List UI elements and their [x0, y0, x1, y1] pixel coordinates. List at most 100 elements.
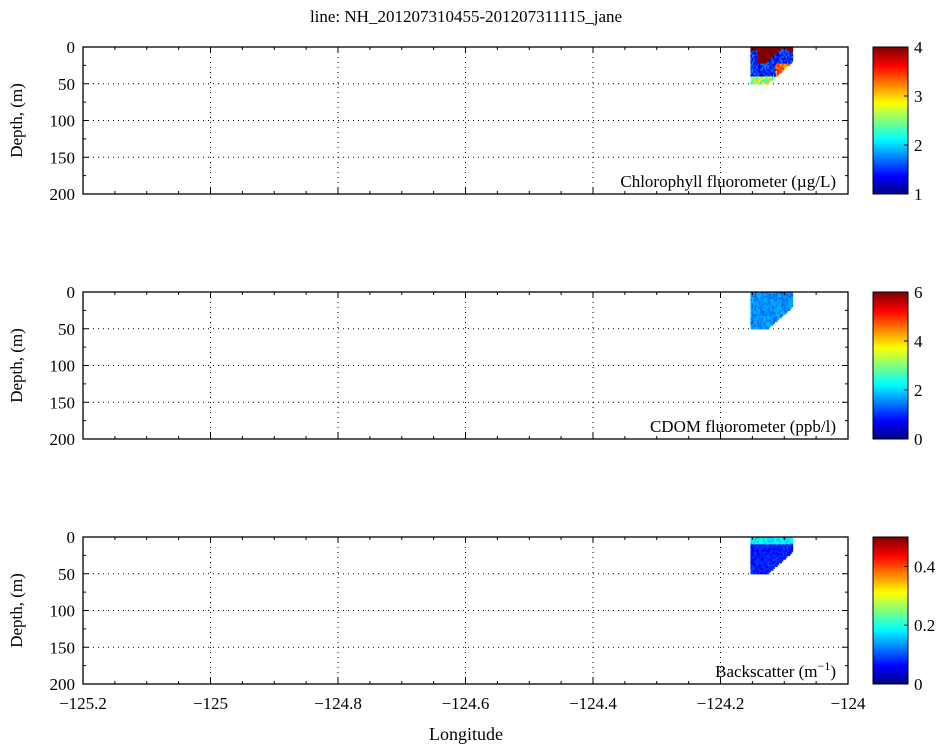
data-cell: [774, 47, 777, 50]
data-cell: [760, 315, 763, 319]
data-cell: [751, 74, 754, 77]
data-cell: [778, 69, 781, 72]
data-cell: [778, 67, 781, 70]
data-cell: [771, 315, 774, 319]
data-cell: [758, 65, 761, 68]
data-cell: [763, 321, 766, 324]
data-cell: [756, 69, 759, 72]
colorbar-segment: [873, 557, 908, 561]
colorbar-segment: [873, 129, 908, 133]
data-cell: [761, 54, 764, 57]
data-cell: [763, 80, 766, 83]
data-cell: [772, 65, 775, 68]
data-cell: [772, 540, 775, 544]
data-cell: [760, 72, 763, 76]
data-cell: [767, 551, 770, 555]
colorbar-segment: [873, 562, 908, 566]
data-cell: [757, 81, 760, 85]
data-cell: [791, 548, 794, 551]
data-cell: [764, 306, 767, 310]
data-cell: [751, 568, 754, 571]
data-cell: [778, 299, 781, 302]
colorbar-segment: [873, 631, 908, 634]
data-cell: [770, 65, 773, 68]
data-cell: [788, 47, 791, 50]
data-cell: [757, 544, 760, 547]
data-cell: [767, 295, 770, 299]
colorbar-segment: [873, 564, 908, 568]
data-cell: [786, 297, 789, 300]
data-cell: [774, 555, 777, 558]
data-cell: [765, 48, 768, 52]
data-cell: [757, 74, 760, 77]
data-cell: [772, 555, 775, 558]
data-cell: [786, 546, 789, 549]
data-cell: [764, 54, 767, 57]
data-cell: [767, 323, 770, 326]
data-cell: [751, 308, 754, 311]
data-cell: [754, 297, 757, 300]
data-cell: [785, 59, 788, 63]
colorbar-segment: [873, 134, 908, 138]
data-cell: [789, 544, 792, 547]
data-cell: [788, 50, 791, 54]
data-cell: [786, 59, 789, 63]
data-cell: [786, 301, 789, 304]
data-cell: [761, 304, 764, 308]
data-cell: [768, 551, 771, 555]
data-cell: [768, 48, 771, 52]
y-axis-label: Depth, (m): [7, 328, 26, 403]
data-cell: [765, 61, 768, 65]
data-cell: [750, 314, 753, 317]
data-cell: [770, 564, 773, 567]
data-cell: [761, 540, 764, 544]
data-cell: [760, 292, 763, 295]
data-cell: [785, 54, 788, 57]
colorbar-segment: [873, 427, 908, 431]
data-cell: [779, 548, 782, 551]
data-cell: [753, 323, 756, 326]
data-cell: [771, 47, 774, 50]
data-cell: [753, 303, 756, 306]
colorbar-segment: [873, 314, 908, 318]
data-cell: [770, 557, 773, 560]
data-cell: [764, 48, 767, 52]
data-cell: [771, 553, 774, 556]
data-cell: [789, 58, 792, 61]
data-cell: [772, 537, 775, 540]
data-cell: [753, 548, 756, 551]
data-cell: [768, 544, 771, 547]
data-cell: [777, 297, 780, 300]
data-cell: [774, 292, 777, 295]
data-cell: [764, 301, 767, 304]
data-cell: [779, 52, 782, 55]
data-cell: [768, 54, 771, 57]
data-cell: [781, 58, 784, 61]
data-cell: [754, 542, 757, 545]
data-cell: [775, 317, 778, 321]
data-cell: [754, 293, 757, 297]
data-cell: [757, 560, 760, 564]
data-cell: [757, 52, 760, 55]
colorbar-segment: [873, 582, 908, 586]
data-cell: [751, 61, 754, 65]
data-cell: [754, 549, 757, 553]
data-cell: [767, 315, 770, 319]
data-cell: [770, 566, 773, 569]
data-cell: [756, 321, 759, 324]
data-cell: [763, 54, 766, 57]
data-cell: [754, 562, 757, 566]
colorbar-segment: [873, 418, 908, 422]
colorbar-segment: [873, 649, 908, 653]
data-cell: [774, 70, 777, 74]
data-cell: [756, 537, 759, 540]
data-cell: [756, 59, 759, 63]
data-cell: [761, 546, 764, 549]
data-cell: [774, 546, 777, 549]
data-cell: [750, 306, 753, 310]
data-cell: [767, 303, 770, 306]
data-cell: [761, 50, 764, 54]
data-cell: [751, 559, 754, 562]
data-cell: [760, 81, 763, 85]
data-cell: [772, 70, 775, 74]
